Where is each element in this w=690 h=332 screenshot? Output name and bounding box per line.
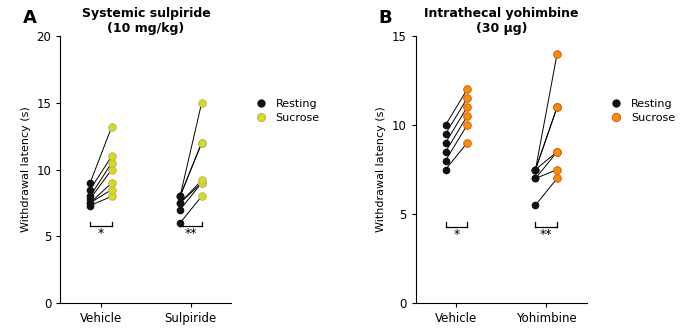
Y-axis label: Withdrawal latency (s): Withdrawal latency (s) [21,107,31,232]
Y-axis label: Withdrawal latency (s): Withdrawal latency (s) [376,107,386,232]
Title: Systemic sulpiride
(10 mg/kg): Systemic sulpiride (10 mg/kg) [81,7,210,35]
Text: **: ** [185,227,197,240]
Text: *: * [98,227,104,240]
Title: Intrathecal yohimbine
(30 μg): Intrathecal yohimbine (30 μg) [424,7,578,35]
Legend: Resting, Sucrose: Resting, Sucrose [601,94,680,127]
Text: *: * [453,228,460,241]
Text: B: B [378,9,392,28]
Text: **: ** [540,228,553,241]
Legend: Resting, Sucrose: Resting, Sucrose [246,94,324,127]
Text: A: A [23,9,37,28]
